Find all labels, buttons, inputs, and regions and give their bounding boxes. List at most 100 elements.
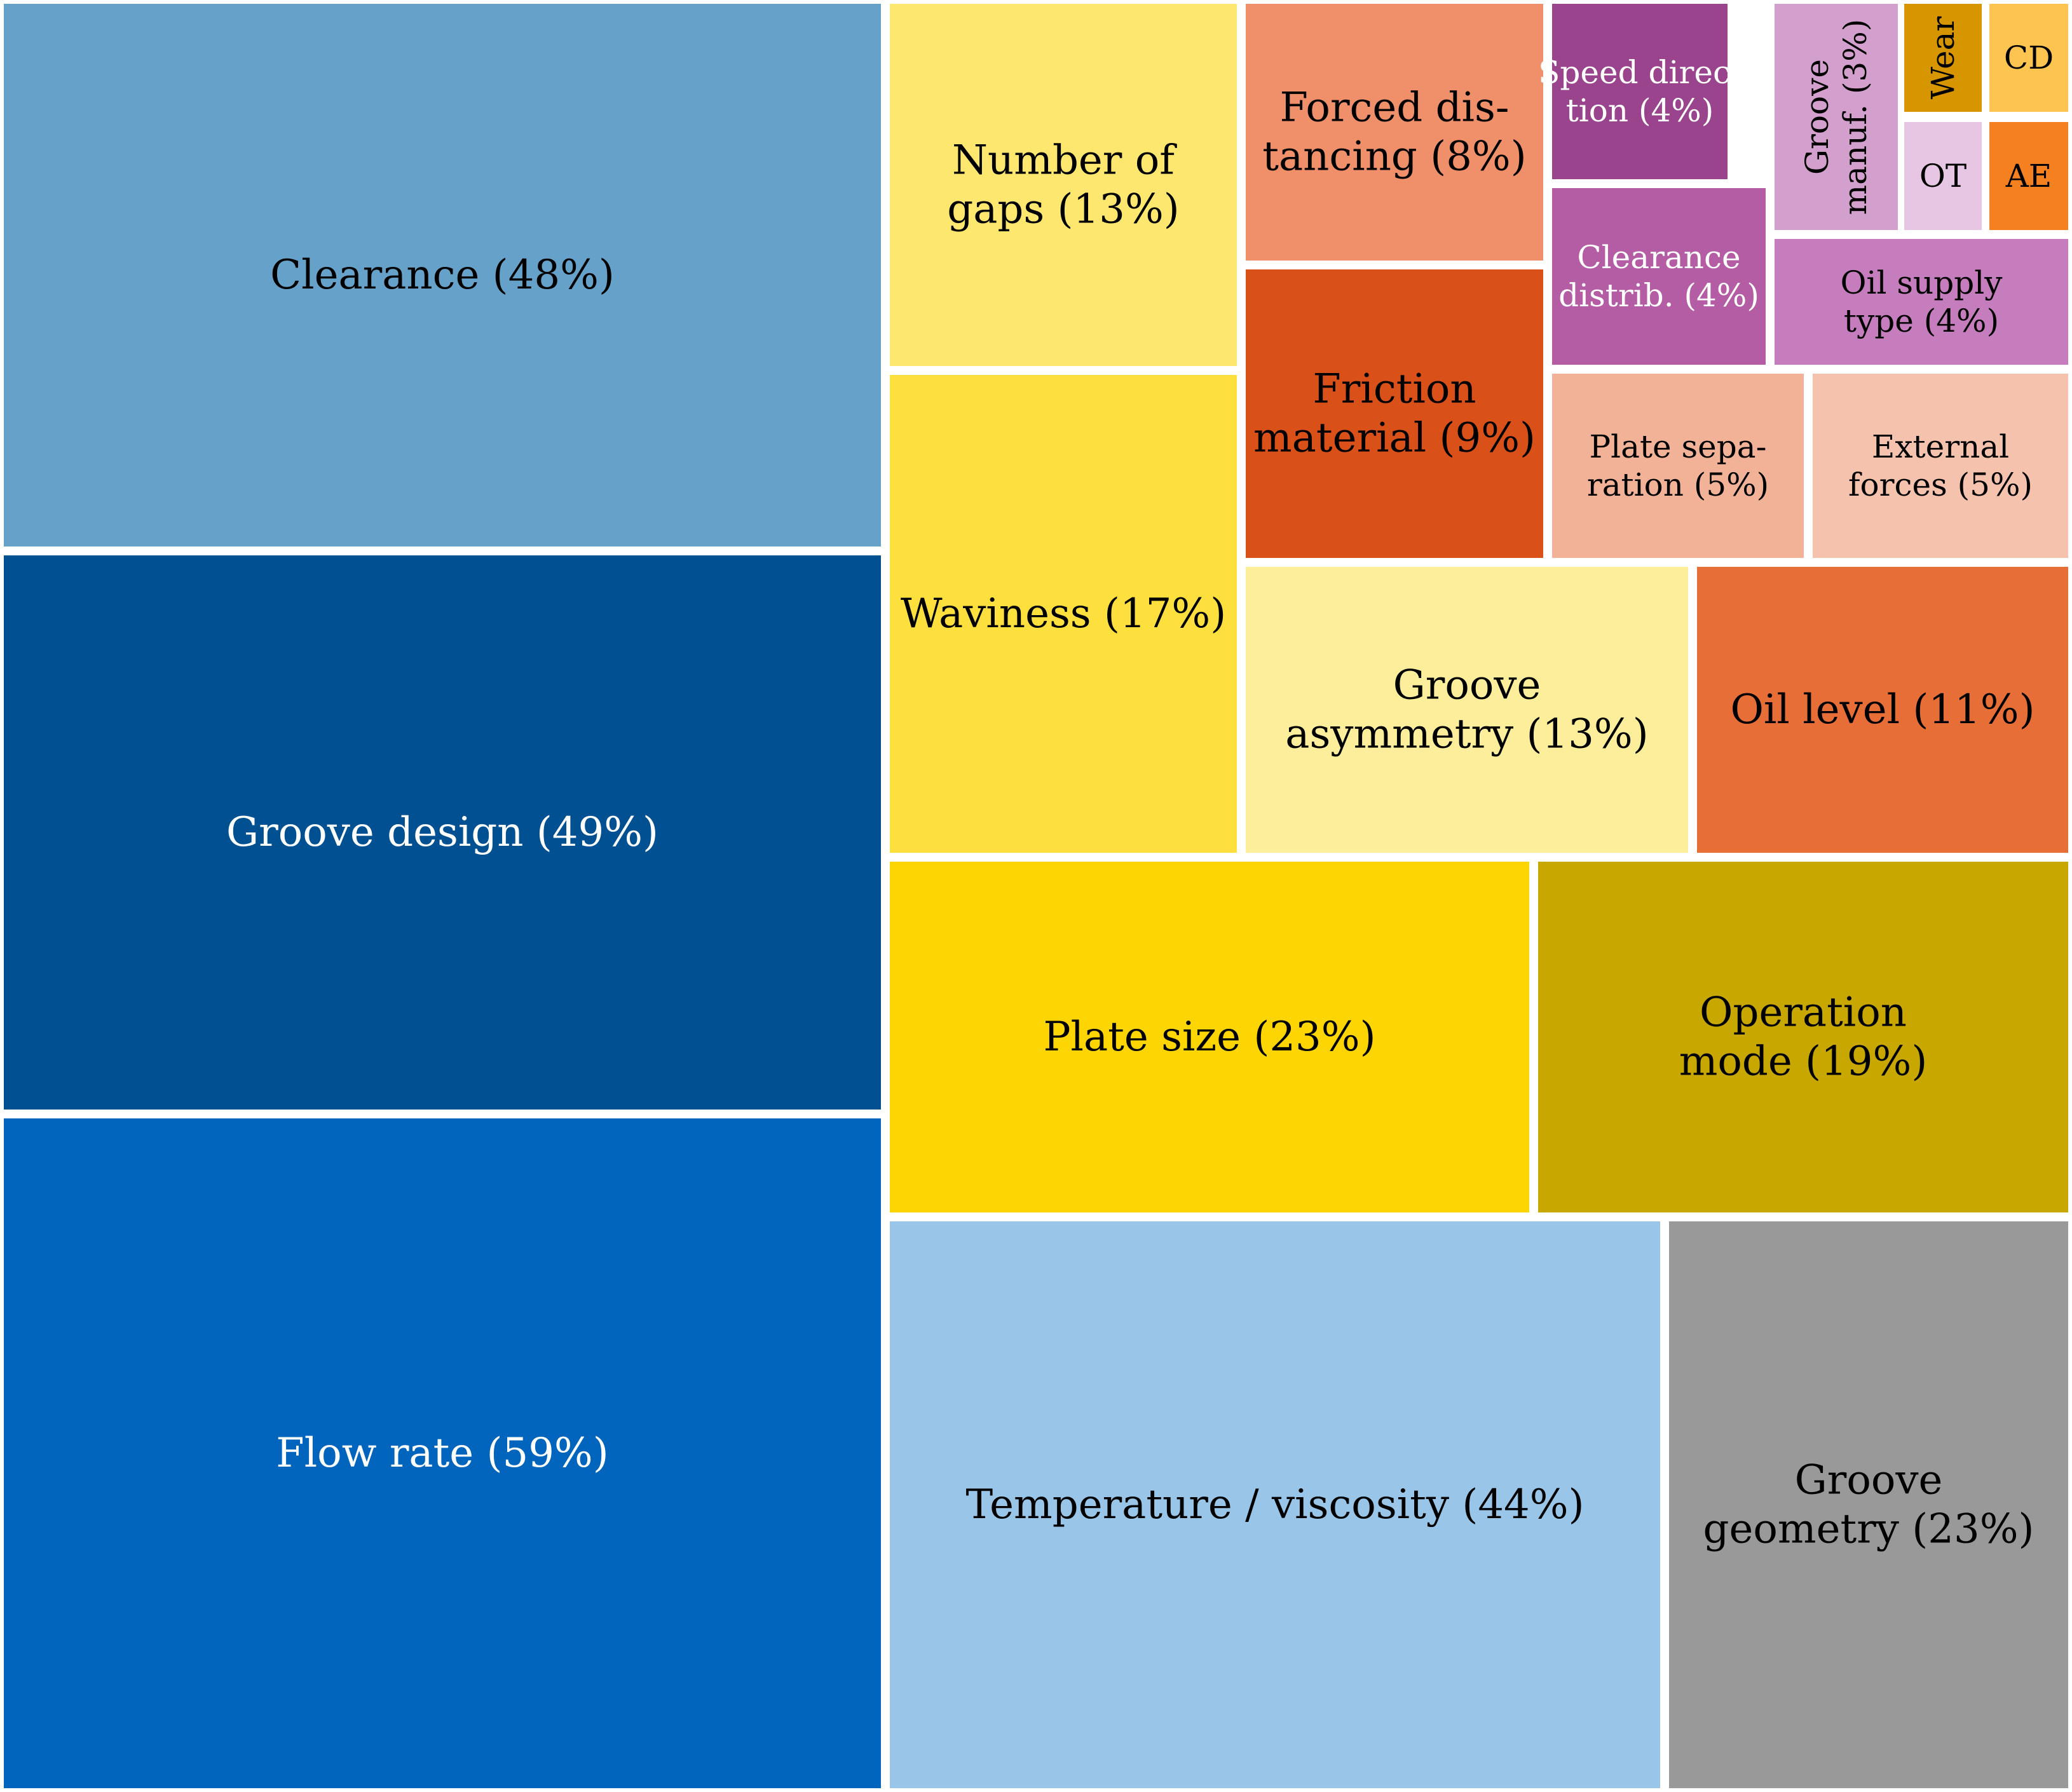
- treemap-tile-ot: OT: [1904, 122, 1982, 230]
- treemap-tile-groove-geometry: Groove geometry (23%): [1669, 1221, 2068, 1788]
- treemap-rect-groove-manuf: [1775, 4, 1898, 230]
- treemap-label-line: Friction: [1312, 366, 1476, 413]
- treemap-label-plate-size: Plate size (23%): [1043, 1014, 1375, 1061]
- treemap-tile-forced-distancing: Forced dis-tancing (8%): [1246, 4, 1543, 261]
- treemap-label-cd: CD: [2004, 39, 2054, 76]
- treemap-label-oil-supply-type: Oil supply type (4%): [1841, 264, 2003, 339]
- treemap-label-line: material (9%): [1253, 414, 1536, 461]
- treemap-rect-forced-distancing: [1246, 4, 1543, 261]
- treemap-label-line: Groove: [1799, 59, 1836, 175]
- treemap-label-line: forces (5%): [1848, 466, 2033, 503]
- treemap-rect-operation-mode: [1538, 862, 2068, 1212]
- treemap-label-waviness: Waviness (17%): [901, 590, 1226, 637]
- treemap-rect-ae: [1989, 122, 2068, 230]
- treemap-tile-oil-level: Oil level (11%): [1697, 567, 2068, 853]
- treemap-rect-plate-separation: [1552, 374, 1804, 558]
- treemap-tile-external-forces: External forces (5%): [1813, 374, 2068, 558]
- treemap-label-line: Oil supply: [1841, 264, 2003, 301]
- treemap-label-line: type (4%): [1844, 302, 1999, 339]
- treemap-rect-clearance-distrib: [1552, 188, 1766, 365]
- treemap-label-clearance: Clearance (48%): [270, 252, 615, 299]
- treemap-tile-groove-manuf: Groovemanuf. (3%): [1775, 4, 1898, 230]
- treemap-label-plate-separation: Plate sepa-ration (5%): [1587, 428, 1769, 503]
- treemap-label-operation-mode: Operation mode (19%): [1679, 989, 1928, 1085]
- treemap-label-external-forces: External forces (5%): [1848, 428, 2033, 503]
- treemap-label-line: Temperature / viscosity (44%): [965, 1481, 1584, 1528]
- treemap-rect-flow-rate: [4, 1118, 881, 1788]
- treemap-tile-cd: CD: [1989, 4, 2068, 112]
- treemap-label-line: Groove: [1393, 662, 1541, 709]
- treemap-label-line: Wear: [1925, 17, 1961, 100]
- treemap-label-line: Forced dis-: [1280, 85, 1510, 132]
- treemap-tile-temperature-viscosity: Temperature / viscosity (44%): [890, 1221, 1660, 1788]
- treemap-label-groove-geometry: Groove geometry (23%): [1703, 1457, 2035, 1553]
- treemap-label-line: ration (5%): [1587, 466, 1769, 503]
- treemap-rect-friction-material: [1246, 269, 1543, 558]
- treemap-tile-flow-rate: Flow rate (59%): [4, 1118, 881, 1788]
- treemap-rect-oil-level: [1697, 567, 2068, 853]
- treemap-label-line: Oil level (11%): [1730, 686, 2035, 733]
- treemap-tile-waviness: Waviness (17%): [890, 375, 1237, 853]
- treemap-tile-plate-size: Plate size (23%): [890, 862, 1529, 1212]
- treemap-label-groove-design: Groove design (49%): [226, 809, 658, 856]
- treemap-label-wear: Wear: [1925, 17, 1961, 100]
- treemap-label-line: CD: [2004, 39, 2054, 76]
- treemap-label-line: Flow rate (59%): [276, 1430, 608, 1477]
- treemap-label-line: distrib. (4%): [1558, 277, 1759, 314]
- treemap-tile-clearance-distrib: Clearance distrib. (4%): [1552, 188, 1766, 365]
- treemap-label-groove-manuf: Groovemanuf. (3%): [1799, 19, 1874, 215]
- treemap-label-number-of-gaps: Number of gaps (13%): [947, 137, 1179, 233]
- treemap-label-friction-material: Friction material (9%): [1253, 366, 1536, 462]
- treemap-rect-temperature-viscosity: [890, 1221, 1660, 1788]
- treemap-label-ae: AE: [2005, 158, 2052, 194]
- treemap-tile-plate-separation: Plate sepa-ration (5%): [1552, 374, 1804, 558]
- treemap-label-line: AE: [2005, 158, 2052, 194]
- treemap-label-line: Plate size (23%): [1043, 1014, 1375, 1061]
- treemap-label-line: External: [1872, 428, 2009, 465]
- treemap-tile-operation-mode: Operation mode (19%): [1538, 862, 2068, 1212]
- treemap-tile-speed-direction: Speed direc-tion (4%): [1538, 4, 1741, 179]
- treemap-rect-external-forces: [1813, 374, 2068, 558]
- treemap-label-line: Clearance: [1577, 239, 1740, 276]
- treemap-rect-cd: [1989, 4, 2068, 112]
- treemap-label-clearance-distrib: Clearance distrib. (4%): [1558, 239, 1759, 314]
- treemap-label-line: tancing (8%): [1262, 133, 1526, 180]
- treemap-tile-oil-supply-type: Oil supply type (4%): [1775, 239, 2068, 365]
- treemap-label-line: OT: [1919, 158, 1966, 194]
- treemap-label-line: Groove design (49%): [226, 809, 658, 856]
- treemap-rect-groove-asymmetry: [1246, 567, 1688, 853]
- treemap-label-temperature-viscosity: Temperature / viscosity (44%): [965, 1481, 1584, 1528]
- treemap-rect-wear: [1904, 4, 1982, 112]
- treemap-tile-clearance: Clearance (48%): [4, 4, 881, 546]
- treemap-label-line: geometry (23%): [1703, 1505, 2035, 1552]
- treemap-label-line: Number of: [952, 137, 1177, 184]
- treemap-rect-number-of-gaps: [890, 4, 1237, 366]
- treemap-label-line: asymmetry (13%): [1285, 710, 1648, 757]
- treemap-label-flow-rate: Flow rate (59%): [276, 1430, 608, 1477]
- treemap-rect-groove-geometry: [1669, 1221, 2068, 1788]
- treemap-rect-clearance: [4, 4, 881, 546]
- treemap-label-line: mode (19%): [1679, 1038, 1928, 1085]
- treemap-rect-waviness: [890, 375, 1237, 853]
- treemap-tile-friction-material: Friction material (9%): [1246, 269, 1543, 558]
- treemap-label-line: tion (4%): [1566, 92, 1714, 129]
- treemap-rect-speed-direction: [1552, 4, 1728, 179]
- treemap-rect-oil-supply-type: [1775, 239, 2068, 365]
- treemap-label-speed-direction: Speed direc-tion (4%): [1538, 54, 1741, 129]
- treemap-tile-groove-asymmetry: Groove asymmetry (13%): [1246, 567, 1688, 853]
- treemap-rect-ot: [1904, 122, 1982, 230]
- treemap-tile-wear: Wear: [1904, 4, 1982, 112]
- treemap-label-forced-distancing: Forced dis-tancing (8%): [1262, 85, 1526, 180]
- treemap-label-line: Groove: [1795, 1457, 1943, 1504]
- treemap-rect-groove-design: [4, 555, 881, 1110]
- treemap-label-groove-asymmetry: Groove asymmetry (13%): [1285, 662, 1648, 758]
- treemap-label-line: Plate sepa-: [1590, 428, 1767, 465]
- treemap-label-line: gaps (13%): [947, 186, 1179, 233]
- treemap-label-line: Clearance (48%): [270, 252, 615, 299]
- treemap-label-line: Speed direc-: [1538, 54, 1741, 91]
- treemap-label-ot: OT: [1919, 158, 1966, 194]
- treemap-label-line: Operation: [1700, 989, 1907, 1036]
- treemap-tile-number-of-gaps: Number of gaps (13%): [890, 4, 1237, 366]
- treemap-rect-plate-size: [890, 862, 1529, 1212]
- treemap-tile-groove-design: Groove design (49%): [4, 555, 881, 1110]
